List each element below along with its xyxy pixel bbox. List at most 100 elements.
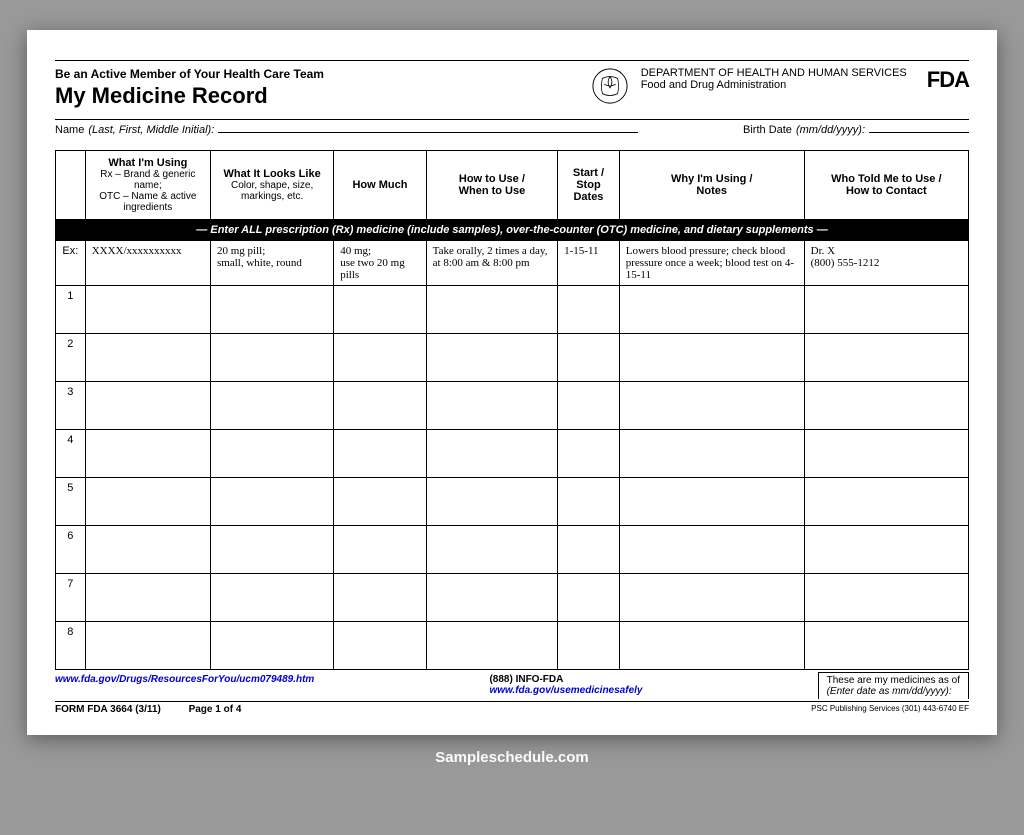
footer-phone: (888) INFO-FDA — [489, 674, 563, 685]
name-input-line[interactable] — [218, 132, 638, 133]
example-label: Ex: — [56, 241, 86, 286]
cell[interactable] — [558, 574, 620, 622]
example-row: Ex: XXXX/xxxxxxxxxx 20 mg pill;small, wh… — [56, 241, 969, 286]
col-use: How to Use /When to Use — [426, 151, 557, 220]
cell[interactable] — [210, 574, 333, 622]
cell[interactable] — [558, 382, 620, 430]
cell[interactable] — [804, 526, 968, 574]
cell[interactable] — [334, 526, 426, 574]
row-num: 6 — [56, 526, 86, 574]
ex-use: Take orally, 2 times a day, at 8:00 am &… — [426, 241, 557, 286]
cell[interactable] — [426, 478, 557, 526]
birth-hint: (mm/dd/yyyy): — [796, 124, 865, 136]
cell[interactable] — [334, 478, 426, 526]
cell[interactable] — [85, 286, 210, 334]
cell[interactable] — [334, 334, 426, 382]
cell[interactable] — [426, 526, 557, 574]
cell[interactable] — [619, 286, 804, 334]
table-row: 8 — [56, 622, 969, 670]
agency-name: Food and Drug Administration — [641, 79, 907, 91]
ex-much: 40 mg;use two 20 mg pills — [334, 241, 426, 286]
cell[interactable] — [85, 526, 210, 574]
table-row: 5 — [56, 478, 969, 526]
row-num: 1 — [56, 286, 86, 334]
department-name: DEPARTMENT OF HEALTH AND HUMAN SERVICES — [641, 67, 907, 79]
cell[interactable] — [558, 286, 620, 334]
cell[interactable] — [804, 286, 968, 334]
cell[interactable] — [426, 382, 557, 430]
cell[interactable] — [558, 478, 620, 526]
cell[interactable] — [85, 622, 210, 670]
ex-dates: 1-15-11 — [558, 241, 620, 286]
header-right: DEPARTMENT OF HEALTH AND HUMAN SERVICES … — [591, 67, 969, 105]
cell[interactable] — [619, 478, 804, 526]
cell[interactable] — [804, 622, 968, 670]
asof-hint: (Enter date as mm/dd/yyyy): — [827, 686, 960, 697]
subtitle: Be an Active Member of Your Health Care … — [55, 67, 591, 81]
cell[interactable] — [210, 286, 333, 334]
cell[interactable] — [804, 430, 968, 478]
cell[interactable] — [426, 574, 557, 622]
row-num: 3 — [56, 382, 86, 430]
cell[interactable] — [210, 622, 333, 670]
cell[interactable] — [426, 622, 557, 670]
row-num: 7 — [56, 574, 86, 622]
watermark: Sampleschedule.com — [435, 749, 588, 766]
cell[interactable] — [85, 478, 210, 526]
table-row: 4 — [56, 430, 969, 478]
cell[interactable] — [210, 430, 333, 478]
form-footer: FORM FDA 3664 (3/11) Page 1 of 4 PSC Pub… — [55, 702, 969, 715]
footer-link-1[interactable]: www.fda.gov/Drugs/ResourcesForYou/ucm079… — [55, 674, 314, 685]
cell[interactable] — [334, 430, 426, 478]
header: Be an Active Member of Your Health Care … — [55, 60, 969, 109]
page-number: Page 1 of 4 — [189, 704, 242, 715]
cell[interactable] — [85, 430, 210, 478]
cell[interactable] — [334, 574, 426, 622]
cell[interactable] — [558, 430, 620, 478]
cell[interactable] — [334, 286, 426, 334]
cell[interactable] — [619, 334, 804, 382]
col-dates: Start /StopDates — [558, 151, 620, 220]
cell[interactable] — [85, 382, 210, 430]
cell[interactable] — [426, 286, 557, 334]
medicine-table: What I'm Using Rx – Brand & generic name… — [55, 150, 969, 670]
cell[interactable] — [804, 382, 968, 430]
table-row: 2 — [56, 334, 969, 382]
cell[interactable] — [210, 334, 333, 382]
cell[interactable] — [334, 382, 426, 430]
cell[interactable] — [804, 574, 968, 622]
cell[interactable] — [619, 382, 804, 430]
ex-what: XXXX/xxxxxxxxxx — [85, 241, 210, 286]
document-page: Be an Active Member of Your Health Care … — [27, 30, 997, 735]
name-label: Name — [55, 124, 84, 136]
cell[interactable] — [210, 382, 333, 430]
cell[interactable] — [426, 334, 557, 382]
col-why: Why I'm Using /Notes — [619, 151, 804, 220]
footer-left: www.fda.gov/Drugs/ResourcesForYou/ucm079… — [55, 674, 314, 685]
page-title: My Medicine Record — [55, 83, 591, 109]
table-row: 7 — [56, 574, 969, 622]
cell[interactable] — [619, 526, 804, 574]
cell[interactable] — [619, 574, 804, 622]
cell[interactable] — [210, 478, 333, 526]
cell[interactable] — [804, 478, 968, 526]
footer-link-2[interactable]: www.fda.gov/usemedicinesafely — [489, 685, 642, 696]
cell[interactable] — [85, 334, 210, 382]
cell[interactable] — [558, 526, 620, 574]
cell[interactable] — [619, 622, 804, 670]
birthdate-field: Birth Date (mm/dd/yyyy): — [743, 124, 969, 136]
cell[interactable] — [334, 622, 426, 670]
cell[interactable] — [558, 334, 620, 382]
psc-text: PSC Publishing Services (301) 443-6740 E… — [811, 704, 969, 715]
cell[interactable] — [558, 622, 620, 670]
asof-box: These are my medicines as of (Enter date… — [818, 672, 969, 699]
cell[interactable] — [85, 574, 210, 622]
cell[interactable] — [619, 430, 804, 478]
cell[interactable] — [804, 334, 968, 382]
cell[interactable] — [426, 430, 557, 478]
table-row: 6 — [56, 526, 969, 574]
cell[interactable] — [210, 526, 333, 574]
form-id: FORM FDA 3664 (3/11) — [55, 704, 161, 715]
birthdate-input-line[interactable] — [869, 132, 969, 133]
banner-text: — Enter ALL prescription (Rx) medicine (… — [56, 220, 969, 241]
